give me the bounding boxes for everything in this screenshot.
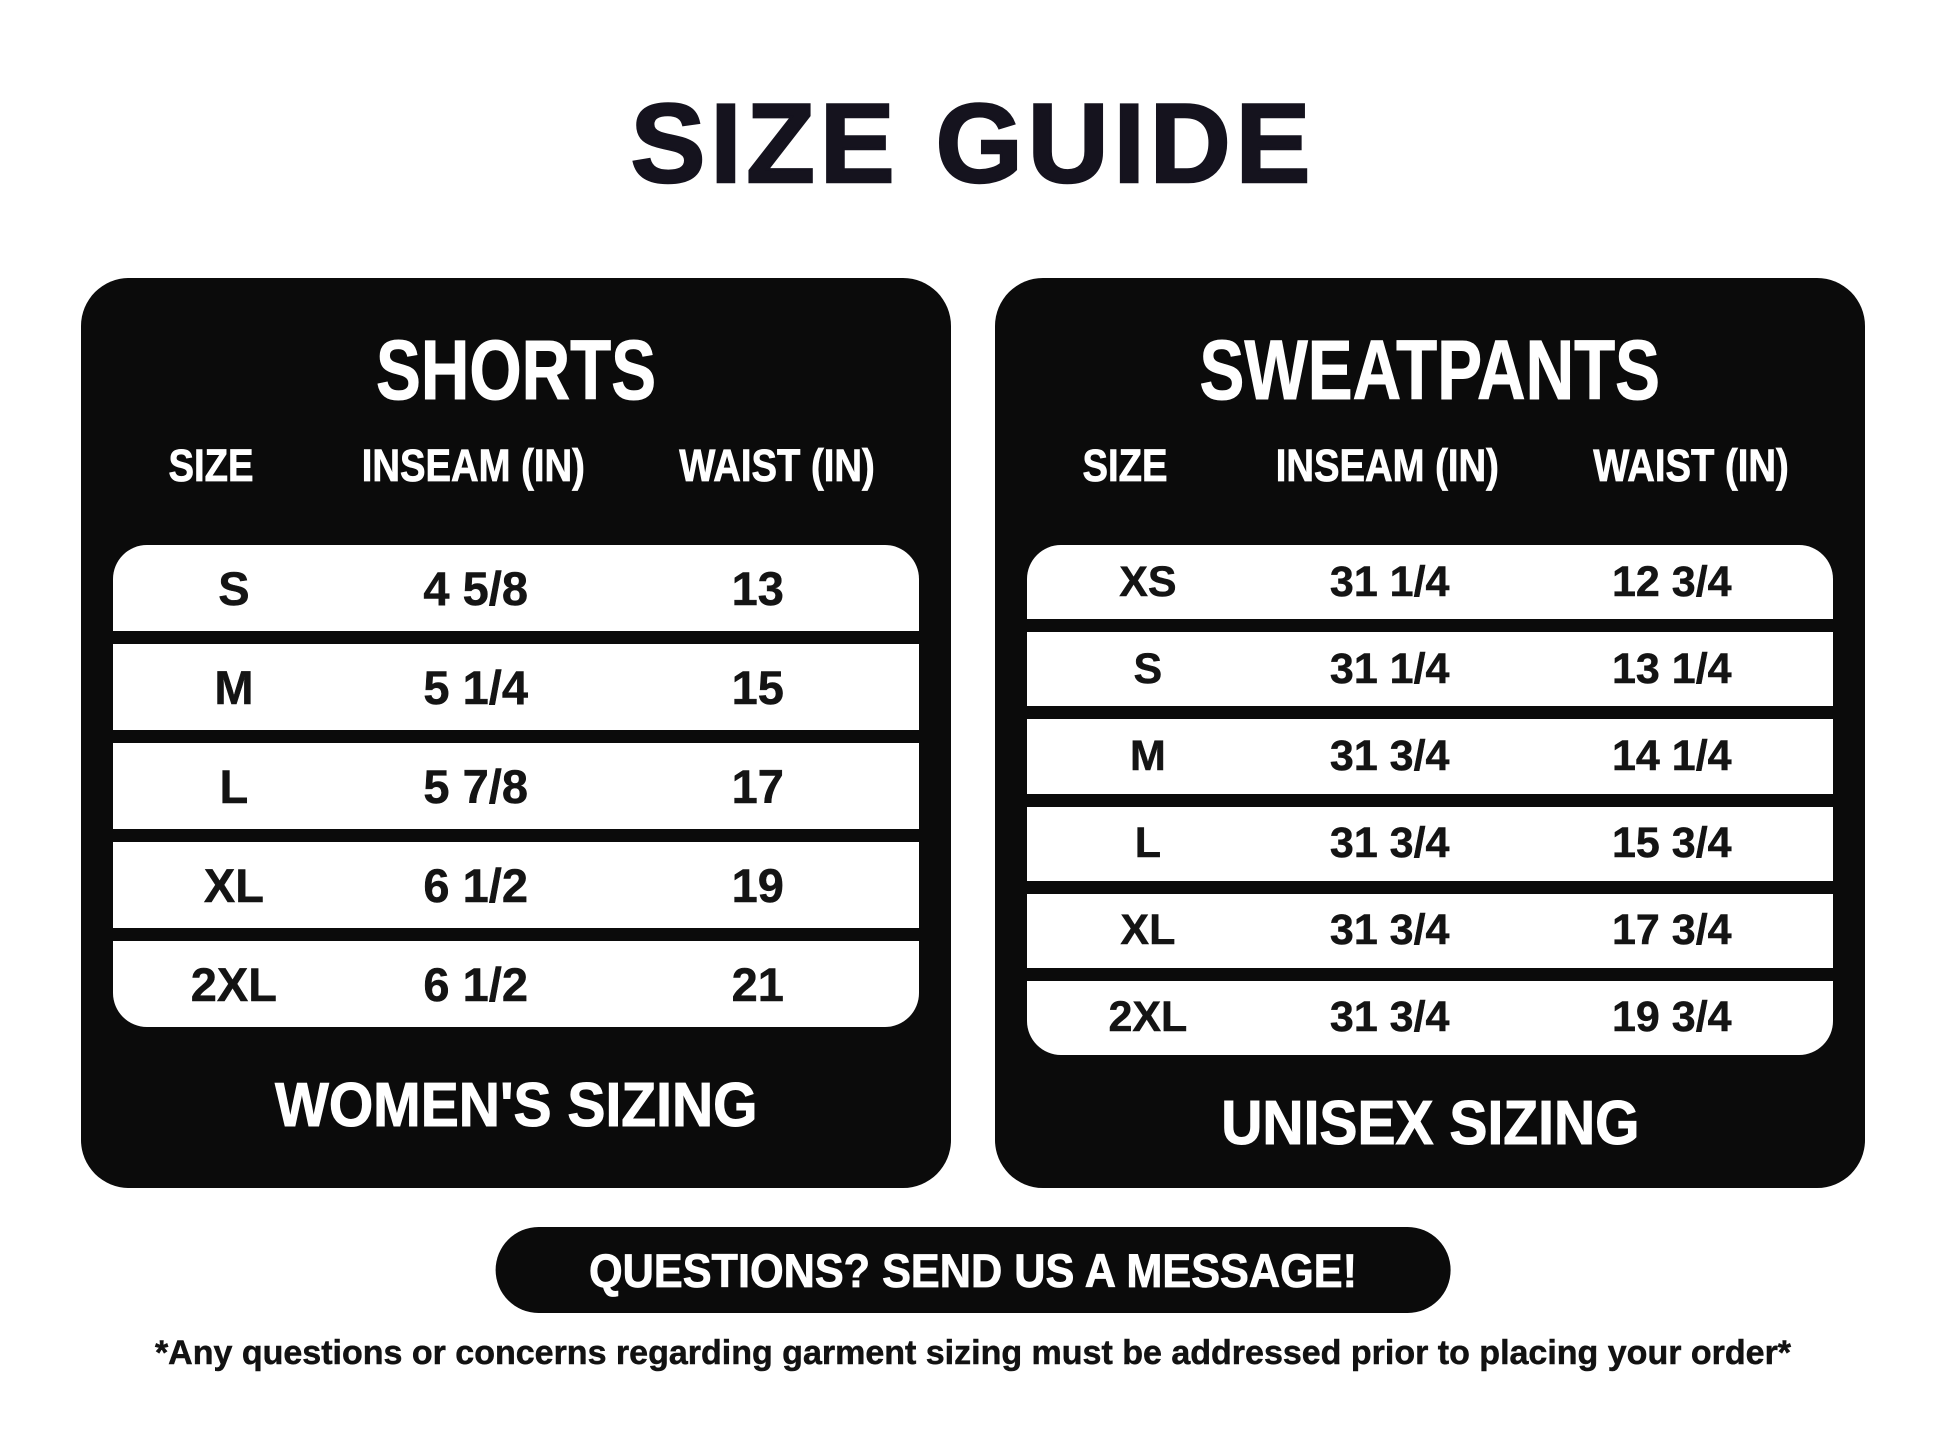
inseam-cell: 31 1/4 [1329, 644, 1450, 694]
table-row: L 31 3/4 15 3/4 [1027, 806, 1833, 881]
waist-cell: 13 [731, 561, 784, 615]
inseam-cell: 31 3/4 [1329, 993, 1450, 1042]
inseam-cell: 4 5/8 [423, 561, 528, 615]
waist-cell: 13 1/4 [1612, 644, 1732, 694]
waist-cell: 19 3/4 [1612, 993, 1732, 1042]
column-header-inseam: INSEAM (IN) [1275, 439, 1499, 491]
size-cell: 2XL [190, 957, 278, 1011]
inseam-cell: 31 1/4 [1329, 557, 1450, 606]
size-cell: XL [1120, 906, 1176, 955]
column-header-waist: WAIST (IN) [679, 439, 875, 491]
waist-cell: 17 3/4 [1612, 906, 1732, 955]
waist-cell: 21 [731, 957, 784, 1011]
send-message-label: QUESTIONS? SEND US A MESSAGE! [589, 1243, 1358, 1297]
inseam-cell: 6 1/2 [423, 858, 528, 912]
table-row: M 31 3/4 14 1/4 [1027, 719, 1833, 794]
size-cell: M [214, 660, 254, 714]
table-row: XS 31 1/4 12 3/4 [1027, 545, 1833, 620]
send-message-button[interactable]: QUESTIONS? SEND US A MESSAGE! [495, 1227, 1451, 1313]
sweatpants-rows: XS 31 1/4 12 3/4 S 31 1/4 13 1/4 M 31 3/… [1027, 545, 1833, 1055]
table-row: 2XL 31 3/4 19 3/4 [1027, 980, 1833, 1055]
inseam-cell: 6 1/2 [423, 957, 528, 1011]
size-cell: S [218, 561, 250, 615]
size-cell: XL [203, 858, 265, 912]
size-tables-container: SHORTS SIZE INSEAM (IN) WAIST (IN) S 4 5… [81, 278, 1865, 1188]
sizing-disclaimer: *Any questions or concerns regarding gar… [154, 1334, 1792, 1372]
waist-cell: 17 [731, 759, 784, 813]
inseam-cell: 5 7/8 [423, 759, 528, 813]
size-cell: L [1134, 819, 1162, 868]
waist-cell: 19 [731, 858, 784, 912]
inseam-cell: 31 3/4 [1329, 731, 1450, 781]
inseam-cell: 31 3/4 [1329, 819, 1450, 868]
shorts-table-title: SHORTS [375, 323, 657, 417]
inseam-cell: 31 3/4 [1329, 906, 1450, 955]
shorts-sizing-label: WOMEN'S SIZING [274, 1071, 758, 1140]
table-row: XL 31 3/4 17 3/4 [1027, 893, 1833, 968]
waist-cell: 12 3/4 [1612, 557, 1732, 606]
column-header-waist: WAIST (IN) [1593, 439, 1789, 491]
table-row: M 5 1/4 15 [113, 644, 919, 730]
size-cell: L [219, 759, 249, 813]
table-row: 2XL 6 1/2 21 [113, 941, 919, 1027]
sweatpants-sizing-label: UNISEX SIZING [1220, 1089, 1640, 1158]
table-row: L 5 7/8 17 [113, 743, 919, 829]
inseam-cell: 5 1/4 [423, 660, 528, 714]
panel-shorts: SHORTS SIZE INSEAM (IN) WAIST (IN) S 4 5… [81, 278, 951, 1188]
shorts-rows: S 4 5/8 13 M 5 1/4 15 L 5 7/8 17 XL 6 1/… [113, 545, 919, 1027]
table-row: S 31 1/4 13 1/4 [1027, 632, 1833, 707]
panel-sweatpants: SWEATPANTS SIZE INSEAM (IN) WAIST (IN) X… [995, 278, 1865, 1188]
size-cell: M [1129, 731, 1166, 781]
sweatpants-table-title: SWEATPANTS [1199, 323, 1661, 417]
size-cell: XS [1119, 557, 1177, 606]
column-header-inseam: INSEAM (IN) [361, 439, 585, 491]
waist-cell: 15 [731, 660, 784, 714]
size-cell: 2XL [1108, 993, 1188, 1042]
page-title: SIZE GUIDE [629, 81, 1316, 206]
waist-cell: 14 1/4 [1612, 731, 1732, 781]
table-row: S 4 5/8 13 [113, 545, 919, 631]
size-cell: S [1133, 644, 1163, 694]
waist-cell: 15 3/4 [1612, 819, 1732, 868]
column-header-size: SIZE [1082, 439, 1169, 491]
column-header-size: SIZE [168, 439, 255, 491]
table-row: XL 6 1/2 19 [113, 842, 919, 928]
sweatpants-column-headers: SIZE INSEAM (IN) WAIST (IN) [995, 442, 1865, 488]
shorts-column-headers: SIZE INSEAM (IN) WAIST (IN) [81, 442, 951, 488]
